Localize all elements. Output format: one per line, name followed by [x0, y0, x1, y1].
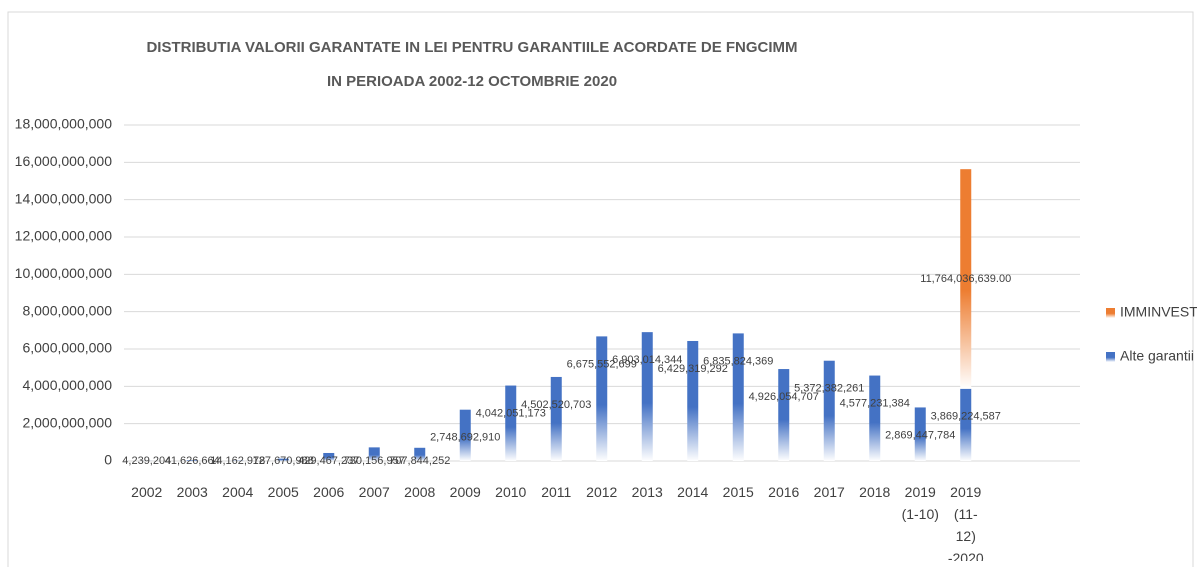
x-tick-label: 2018 — [859, 484, 891, 500]
x-tick-label: 2004 — [222, 484, 254, 500]
x-tick-label: 2015 — [722, 484, 754, 500]
data-label: 6,675,552,699 — [567, 358, 637, 370]
bar — [323, 452, 335, 461]
data-label: 4,042,051,173 — [476, 407, 546, 419]
x-tick-label: 2017 — [813, 484, 845, 500]
x-tick-label-box: 2009 — [449, 484, 481, 500]
x-tick-label-box: 2014 — [677, 484, 709, 500]
x-tick-label-box: 2012 — [586, 484, 618, 500]
data-label: 429,467,237 — [298, 455, 359, 467]
legend-swatch — [1106, 308, 1115, 318]
data-label: 2,748,692,910 — [430, 432, 500, 444]
x-tick-label-box: 2015 — [722, 484, 754, 500]
bar — [368, 447, 380, 461]
x-tick-label: 2009 — [449, 484, 481, 500]
x-tick-label-box: 2017 — [813, 484, 845, 500]
y-tick-label: 16,000,000,000 — [15, 153, 113, 169]
x-tick-label-box: 2011 — [541, 484, 572, 500]
bar — [596, 336, 608, 461]
bar — [414, 447, 426, 461]
bar — [823, 360, 835, 461]
x-tick-label-box: 2013 — [631, 484, 663, 500]
data-label: 4,502,520,703 — [521, 399, 591, 411]
data-label: 127,670,988 — [253, 455, 314, 467]
x-tick-label: 2003 — [176, 484, 208, 500]
x-tick-label: 2002 — [131, 484, 163, 500]
x-tick-label-box: 2019 (11-12) -2020 — [947, 484, 984, 561]
data-label: 3,869,224,587 — [931, 411, 1001, 423]
data-label: 6,429,319,292 — [658, 363, 728, 375]
bar — [505, 385, 517, 461]
bar — [914, 407, 926, 461]
x-tick-label-box: 2002 — [131, 484, 163, 500]
data-label: 6,835,824,369 — [703, 355, 773, 367]
x-tick-label-box: 2010 — [495, 484, 527, 500]
y-tick-label: 2,000,000,000 — [22, 414, 112, 430]
x-tick-label-box: 2005 — [267, 484, 299, 500]
y-tick-label: 4,000,000,000 — [22, 377, 112, 393]
y-tick-label: 6,000,000,000 — [22, 340, 112, 356]
bar — [960, 388, 972, 461]
x-tick-label: 2005 — [267, 484, 299, 500]
data-label: 707,844,252 — [389, 455, 450, 467]
data-label: 11,764,036,639.00 — [920, 273, 1011, 285]
x-tick-label: 2013 — [631, 484, 663, 500]
y-tick-label: 0 — [104, 452, 112, 468]
chart-title: DISTRIBUTIA VALORII GARANTATE IN LEI PEN… — [146, 39, 797, 56]
legend-label: Alte garantii — [1120, 348, 1194, 364]
bar — [277, 458, 289, 461]
x-tick-label: 2014 — [677, 484, 709, 500]
bar — [459, 409, 471, 461]
x-tick-label-box: 2003 — [176, 484, 208, 500]
data-label: 41,626,664 — [165, 455, 220, 467]
x-tick-label-box: 2018 — [859, 484, 891, 500]
data-label: 5,372,382,261 — [794, 383, 864, 395]
chart-frame — [7, 11, 1194, 567]
x-tick-label-box: 2006 — [313, 484, 345, 500]
bar — [778, 369, 790, 461]
y-tick-label: 10,000,000,000 — [15, 265, 113, 281]
x-tick-label: 2019 (1-10) — [901, 484, 939, 522]
chart-title: IN PERIOADA 2002-12 OCTOMBRIE 2020 — [327, 73, 617, 90]
bar — [641, 332, 653, 461]
y-tick-label: 8,000,000,000 — [22, 302, 112, 318]
x-tick-label: 2008 — [404, 484, 436, 500]
data-label: 4,926,054,707 — [749, 391, 819, 403]
x-tick-label: 2019 (11-12) -2020 — [947, 484, 984, 561]
x-tick-label-box: 2019 (1-10) — [901, 484, 939, 522]
legend-label: IMMINVEST — [1120, 304, 1197, 320]
x-tick-label: 2010 — [495, 484, 527, 500]
bar — [687, 340, 699, 461]
x-tick-label-box: 2016 — [768, 484, 800, 500]
data-label: 2,869,447,784 — [885, 429, 955, 441]
data-label: 14,162,978 — [210, 455, 265, 467]
legend-swatch — [1106, 352, 1115, 362]
y-tick-label: 12,000,000,000 — [15, 228, 113, 244]
x-tick-label-box: 2007 — [358, 484, 390, 500]
data-label: 4,577,231,384 — [840, 397, 910, 409]
data-label: 4,239,204 — [122, 455, 171, 467]
x-tick-label: 2016 — [768, 484, 800, 500]
x-tick-label: 2006 — [313, 484, 345, 500]
y-tick-label: 18,000,000,000 — [15, 116, 113, 132]
x-tick-label-box: 2008 — [404, 484, 436, 500]
y-tick-label: 14,000,000,000 — [15, 190, 113, 206]
x-tick-label-box: 2004 — [222, 484, 254, 500]
bar — [869, 375, 881, 461]
data-label: 6,903,014,344 — [612, 354, 682, 366]
bar — [186, 460, 198, 461]
x-tick-label: 2007 — [358, 484, 390, 500]
bar — [550, 376, 562, 461]
bar — [732, 333, 744, 461]
data-label: 730,156,957 — [344, 455, 405, 467]
x-tick-label: 2011 — [541, 484, 572, 500]
x-tick-label: 2012 — [586, 484, 618, 500]
bar — [960, 169, 972, 389]
